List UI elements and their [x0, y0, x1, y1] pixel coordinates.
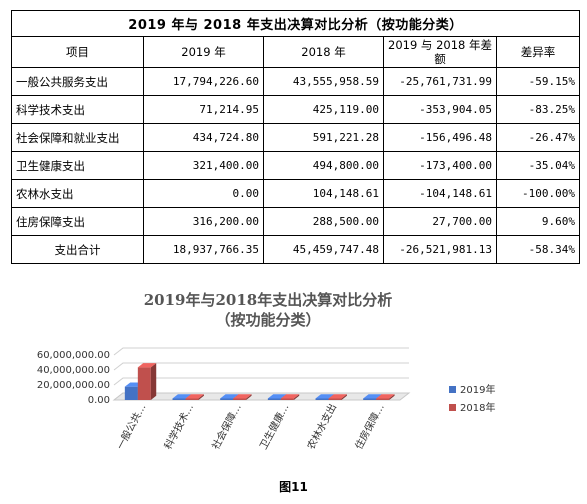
cell-general-public-services-rate: -59.15%	[495, 67, 581, 96]
cell-science-technology-rate: -83.25%	[495, 95, 581, 124]
bar-2018	[233, 394, 252, 400]
table-row: 住房保障支出 316,200.00 288,500.00 27,700.00 9.60%	[11, 207, 581, 236]
x-category-label: 社会保障…	[209, 401, 244, 451]
cell-health-difference: -173,400.00	[383, 151, 497, 180]
cell-general-public-services-difference: -25,761,731.99	[383, 67, 497, 96]
y-tick-label: 40,000,000.00	[37, 365, 110, 376]
comparison-bar-chart: 2019年与2018年支出决算对比分析 （按功能分类） 0.00 20,000,0…	[37, 291, 496, 452]
cell-general-public-services-value-2018: 43,555,958.59	[263, 67, 384, 96]
bar-2018	[185, 394, 204, 400]
cell-general-public-services-item-name: 一般公共服务支出	[11, 67, 144, 96]
cell-housing-security-value-2019: 316,200.00	[143, 207, 264, 236]
table-body: 2019 年与 2018 年支出决算对比分析（按功能分类） 项目 2019 年 …	[10, 10, 581, 264]
bar-2018	[280, 394, 300, 400]
table-header-row: 项目 2019 年 2018 年 2019 与 2018 年差额 差异率	[11, 36, 581, 68]
chart-subtitle: （按功能分类）	[215, 311, 320, 329]
legend-label-2019: 2019年	[460, 383, 495, 396]
bar-2018	[137, 363, 157, 400]
chart-plot-area: 0.00 20,000,000.00 40,000,000.00 60,000,000…	[37, 347, 411, 452]
cell-science-technology-value-2019: 71,214.95	[143, 95, 264, 124]
bar-2018	[328, 394, 347, 400]
cell-science-technology-item-name: 科学技术支出	[11, 95, 144, 124]
cell-general-public-services-value-2019: 17,794,226.60	[143, 67, 264, 96]
gridline	[113, 347, 409, 356]
cell-health-item-name: 卫生健康支出	[11, 151, 144, 180]
table-title: 2019 年与 2018 年支出决算对比分析（按功能分类）	[10, 10, 581, 37]
cell-total-value-2018: 45,459,747.48	[263, 235, 384, 264]
x-category-label: 科学技术…	[161, 401, 196, 451]
cell-health-value-2018: 494,800.00	[263, 151, 384, 180]
cell-agriculture-forestry-water-value-2019: 0.00	[143, 179, 264, 208]
legend-swatch-2019	[449, 386, 456, 393]
x-category-label: 住房保障…	[352, 401, 387, 451]
cell-science-technology-difference: -353,904.05	[383, 95, 497, 124]
header-2018: 2018 年	[263, 36, 384, 68]
y-tick-label: 0.00	[88, 395, 110, 406]
x-category-label: 农林水支出	[304, 401, 339, 451]
budget-comparison-table: 2019 年与 2018 年支出决算对比分析（按功能分类） 项目 2019 年 …	[10, 10, 581, 264]
cell-science-technology-value-2018: 425,119.00	[263, 95, 384, 124]
cell-social-security-employment-rate: -26.47%	[495, 123, 581, 152]
chart-legend: 2019年 2018年	[449, 383, 495, 414]
bar-2018	[376, 394, 395, 400]
table-row: 卫生健康支出 321,400.00 494,800.00 -173,400.00 -35…	[11, 151, 581, 180]
table-row: 农林水支出 0.00 104,148.61 -104,148.61 -100.00%	[11, 179, 581, 208]
gridline	[113, 377, 409, 386]
cell-total-difference: -26,521,981.13	[383, 235, 497, 264]
x-category-label: 卫生健康…	[257, 401, 292, 451]
table-row: 一般公共服务支出 17,794,226.60 43,555,958.59 -25,76…	[11, 67, 581, 96]
cell-agriculture-forestry-water-difference: -104,148.61	[383, 179, 497, 208]
cell-total-item-name: 支出合计	[11, 235, 144, 264]
x-category-label: 一般公共…	[114, 401, 149, 451]
table-row: 科学技术支出 71,214.95 425,119.00 -353,904.05 -83.…	[11, 95, 581, 124]
cell-housing-security-difference: 27,700.00	[383, 207, 497, 236]
cell-housing-security-rate: 9.60%	[495, 207, 581, 236]
cell-agriculture-forestry-water-item-name: 农林水支出	[11, 179, 144, 208]
cell-social-security-employment-item-name: 社会保障和就业支出	[11, 123, 144, 152]
table-row: 社会保障和就业支出 434,724.80 591,221.28 -156,496.48…	[11, 123, 581, 152]
y-tick-label: 20,000,000.00	[37, 380, 110, 391]
cell-housing-security-value-2018: 288,500.00	[263, 207, 384, 236]
gridline	[113, 362, 409, 371]
cell-agriculture-forestry-water-value-2018: 104,148.61	[263, 179, 384, 208]
cell-social-security-employment-value-2019: 434,724.80	[143, 123, 264, 152]
cell-health-rate: -35.04%	[495, 151, 581, 180]
table-total-row: 支出合计 18,937,766.35 45,459,747.48 -26,521,98…	[11, 235, 581, 264]
chart-title: 2019年与2018年支出决算对比分析	[144, 291, 393, 309]
figure-caption: 图11	[279, 480, 308, 494]
header-difference: 2019 与 2018 年差额	[383, 36, 497, 68]
cell-health-value-2019: 321,400.00	[143, 151, 264, 180]
legend-label-2018: 2018年	[460, 401, 495, 414]
cell-social-security-employment-value-2018: 591,221.28	[263, 123, 384, 152]
cell-housing-security-item-name: 住房保障支出	[11, 207, 144, 236]
legend-swatch-2018	[449, 404, 456, 411]
header-item: 项目	[11, 36, 144, 68]
cell-agriculture-forestry-water-rate: -100.00%	[495, 179, 581, 208]
cell-total-rate: -58.34%	[495, 235, 581, 264]
header-rate: 差异率	[495, 36, 581, 68]
y-tick-label: 60,000,000.00	[37, 350, 110, 361]
header-2019: 2019 年	[143, 36, 264, 68]
cell-social-security-employment-difference: -156,496.48	[383, 123, 497, 152]
cell-total-value-2019: 18,937,766.35	[143, 235, 264, 264]
